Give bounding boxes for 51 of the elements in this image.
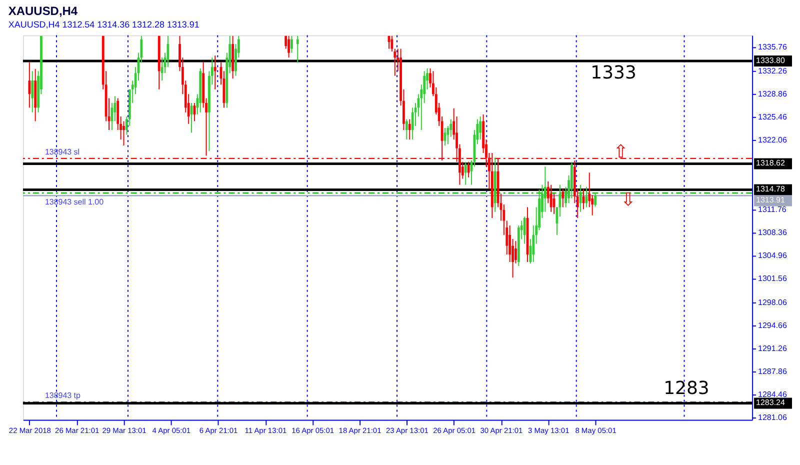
chart-subtitle: XAUUSD,H4 1312.54 1314.36 1312.28 1313.91 — [8, 20, 200, 30]
y-tick-label: 1287.86 — [758, 366, 788, 376]
y-tick-label: 1311.76 — [758, 205, 787, 214]
candlestick — [394, 48, 396, 76]
candlestick — [160, 57, 164, 82]
y-tick-label: 1301.56 — [758, 274, 788, 284]
y-tick-label: 1298.06 — [758, 298, 788, 307]
annotation: ⇩ — [620, 190, 636, 211]
annotation: ⇧ — [613, 142, 628, 162]
annotation: 1283 — [664, 378, 710, 399]
candlestick — [479, 116, 482, 140]
candlestick — [411, 107, 414, 140]
y-tick-label: 1308.36 — [758, 228, 788, 238]
candlestick — [579, 184, 582, 212]
candlestick — [523, 216, 526, 244]
y-tick-label: 1328.86 — [758, 89, 788, 98]
candlestick — [408, 118, 411, 140]
candlestick — [31, 70, 34, 113]
ref-line-label: 1314.78 — [756, 184, 786, 194]
y-tick-label: 1322.06 — [758, 135, 788, 144]
candlestick — [214, 55, 216, 90]
candlestick — [390, 35, 394, 52]
y-tick-label: 1304.96 — [758, 251, 788, 260]
annotation: 1333 — [590, 62, 636, 84]
y-tick-label: 1284.46 — [758, 390, 788, 399]
ref-line-label: 1318.62 — [756, 158, 786, 168]
ref-line-label: 1333.80 — [756, 56, 786, 65]
y-tick-label: 1281.06 — [758, 412, 788, 422]
candlestick — [405, 118, 408, 140]
chart-title: XAUUSD,H4 — [8, 4, 78, 18]
candlestick — [290, 35, 293, 54]
ref-line-label: 138943 sell 1.00 — [44, 198, 104, 207]
candlestick — [562, 188, 564, 208]
y-tick-label: 1335.76 — [758, 42, 788, 52]
y-tick-label: 1332.26 — [758, 66, 788, 76]
candlestick — [296, 35, 299, 63]
candlestick — [288, 35, 290, 58]
candlestick — [28, 62, 31, 108]
ref-line-label: 138943 sl — [44, 147, 80, 156]
candlestick — [585, 186, 588, 208]
candlestick — [122, 120, 125, 146]
candlestick — [594, 192, 596, 208]
ref-line-label: 138943 tp — [44, 391, 82, 400]
candlestick — [550, 184, 552, 212]
y-tick-label: 1325.46 — [758, 112, 788, 122]
y-tick-label: 1294.66 — [758, 320, 788, 330]
ref-line-label: 1313.91 — [756, 196, 786, 205]
y-tick-label: 1291.26 — [758, 344, 788, 353]
ref-line-label: 1283.24 — [756, 398, 786, 408]
candlestick — [467, 161, 470, 178]
candlestick — [464, 161, 467, 186]
